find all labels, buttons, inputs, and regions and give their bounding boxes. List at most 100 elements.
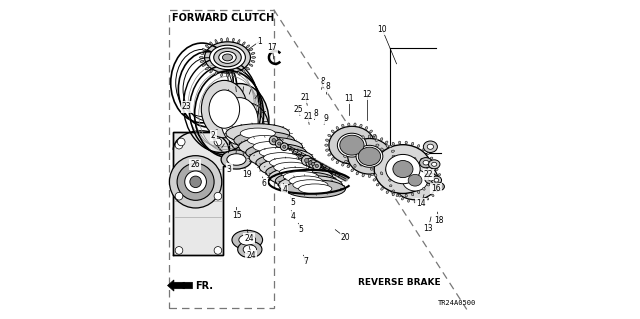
Ellipse shape	[237, 40, 240, 43]
Ellipse shape	[264, 153, 299, 163]
Ellipse shape	[251, 60, 255, 62]
Ellipse shape	[275, 140, 283, 147]
Ellipse shape	[280, 143, 288, 151]
Ellipse shape	[393, 160, 413, 178]
Ellipse shape	[326, 149, 329, 151]
Ellipse shape	[360, 163, 362, 166]
Ellipse shape	[243, 70, 245, 73]
Ellipse shape	[232, 73, 234, 77]
Polygon shape	[173, 132, 229, 255]
Ellipse shape	[209, 90, 239, 128]
Ellipse shape	[424, 174, 437, 184]
Ellipse shape	[344, 160, 348, 163]
Text: 24: 24	[246, 251, 256, 260]
Ellipse shape	[284, 172, 319, 182]
Ellipse shape	[329, 126, 375, 164]
Ellipse shape	[342, 163, 344, 166]
Ellipse shape	[280, 167, 313, 177]
Ellipse shape	[417, 191, 420, 194]
Text: 25: 25	[294, 105, 303, 114]
Ellipse shape	[185, 171, 207, 193]
Ellipse shape	[309, 160, 317, 168]
Ellipse shape	[246, 67, 250, 70]
Ellipse shape	[283, 145, 286, 148]
Ellipse shape	[401, 197, 403, 200]
Ellipse shape	[344, 155, 347, 158]
Ellipse shape	[221, 98, 258, 145]
Ellipse shape	[388, 179, 391, 181]
Ellipse shape	[427, 152, 429, 155]
Text: 4: 4	[282, 185, 287, 194]
Ellipse shape	[420, 200, 422, 202]
Ellipse shape	[305, 159, 308, 162]
Ellipse shape	[371, 168, 373, 170]
Ellipse shape	[200, 60, 204, 62]
Ellipse shape	[430, 179, 433, 181]
Ellipse shape	[336, 161, 339, 164]
Text: TR24A0500: TR24A0500	[438, 300, 476, 306]
Ellipse shape	[175, 141, 183, 149]
Ellipse shape	[227, 38, 228, 41]
Ellipse shape	[356, 145, 383, 167]
Ellipse shape	[214, 192, 221, 200]
Ellipse shape	[420, 158, 422, 161]
Ellipse shape	[392, 190, 394, 192]
Ellipse shape	[248, 136, 281, 145]
Ellipse shape	[354, 123, 356, 126]
Ellipse shape	[369, 130, 372, 133]
Ellipse shape	[226, 124, 290, 143]
FancyArrowPatch shape	[179, 283, 189, 288]
Ellipse shape	[374, 145, 431, 194]
Ellipse shape	[408, 200, 410, 202]
Text: 21: 21	[303, 112, 312, 121]
Ellipse shape	[392, 155, 396, 158]
Ellipse shape	[381, 148, 383, 151]
Text: 6: 6	[262, 179, 267, 188]
Ellipse shape	[365, 161, 368, 164]
Ellipse shape	[392, 168, 394, 171]
Ellipse shape	[202, 64, 205, 66]
Text: 1: 1	[257, 37, 262, 46]
Ellipse shape	[272, 138, 276, 142]
Ellipse shape	[306, 158, 315, 167]
Ellipse shape	[427, 160, 429, 163]
Text: 5: 5	[291, 198, 295, 207]
Ellipse shape	[190, 176, 202, 188]
Ellipse shape	[237, 241, 262, 258]
Ellipse shape	[275, 172, 336, 190]
Ellipse shape	[348, 138, 391, 174]
Ellipse shape	[386, 145, 388, 147]
Ellipse shape	[373, 157, 376, 160]
Ellipse shape	[422, 148, 425, 151]
Text: 22: 22	[424, 170, 433, 179]
Ellipse shape	[412, 142, 413, 145]
Ellipse shape	[365, 127, 368, 130]
FancyArrow shape	[168, 280, 193, 291]
Ellipse shape	[385, 169, 388, 172]
Text: 24: 24	[244, 234, 254, 243]
Ellipse shape	[414, 200, 416, 203]
Ellipse shape	[431, 162, 436, 166]
Ellipse shape	[269, 136, 278, 145]
Ellipse shape	[237, 72, 240, 75]
Ellipse shape	[177, 163, 214, 200]
Ellipse shape	[214, 48, 241, 67]
Ellipse shape	[326, 139, 329, 141]
Ellipse shape	[278, 142, 281, 145]
Ellipse shape	[332, 158, 334, 160]
Ellipse shape	[221, 38, 223, 42]
Ellipse shape	[373, 134, 376, 137]
Text: 2: 2	[211, 131, 216, 140]
Ellipse shape	[351, 169, 354, 172]
Ellipse shape	[202, 48, 205, 51]
Ellipse shape	[423, 160, 429, 165]
Ellipse shape	[432, 162, 435, 165]
Ellipse shape	[347, 165, 350, 167]
Text: REVERSE BRAKE: REVERSE BRAKE	[358, 278, 440, 287]
Ellipse shape	[202, 80, 247, 138]
Ellipse shape	[211, 84, 269, 159]
Ellipse shape	[362, 174, 364, 177]
Ellipse shape	[256, 154, 317, 172]
Ellipse shape	[414, 158, 416, 160]
Ellipse shape	[433, 168, 436, 170]
